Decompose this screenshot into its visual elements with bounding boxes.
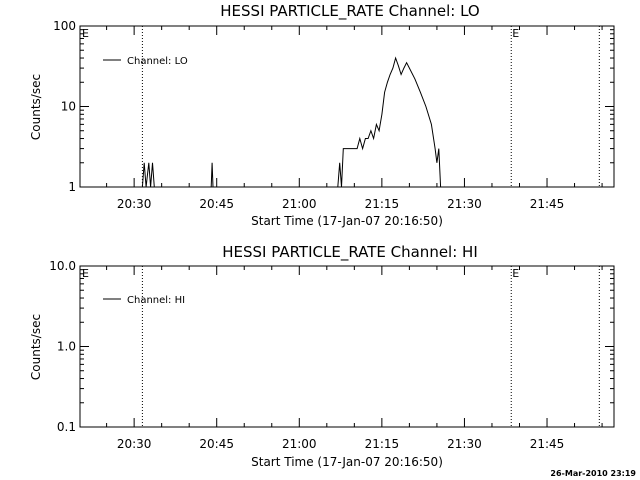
panel-hi-title: HESSI PARTICLE_RATE Channel: HI	[222, 243, 478, 262]
panel-lo-plot-frame	[79, 25, 615, 188]
panel-hi-x-axis-label: Start Time (17-Jan-07 20:16:50)	[251, 455, 443, 469]
panel-hi-y-ticks: 0.1 1.0 10.0	[49, 259, 614, 434]
panel-lo-series	[80, 56, 614, 188]
x-tick-label: 21:45	[530, 197, 565, 211]
x-tick-label: 21:15	[365, 437, 400, 451]
x-tick-label: 20:30	[117, 197, 152, 211]
panel-lo-x-ticks: 20:30 20:45 21:00 21:15 21:30 21:45	[106, 26, 603, 211]
panel-lo-x-axis-label: Start Time (17-Jan-07 20:16:50)	[251, 214, 443, 228]
x-tick-label: 20:45	[199, 437, 234, 451]
panel-hi-legend-label: Channel: HI	[127, 295, 185, 306]
y-tick-label: 0.1	[57, 420, 76, 434]
y-tick-label: 1	[68, 180, 76, 194]
x-tick-label: 21:00	[282, 197, 317, 211]
y-tick-label: 1.0	[57, 340, 76, 354]
x-tick-label: 21:00	[282, 437, 317, 451]
y-tick-label: 100	[53, 19, 76, 33]
x-tick-label: 20:30	[117, 437, 152, 451]
panel-lo-event-markers: E	[141, 26, 600, 187]
x-tick-label: 21:45	[530, 437, 565, 451]
panel-hi-event-markers: E	[141, 266, 600, 427]
panel-lo-title: HESSI PARTICLE_RATE Channel: LO	[220, 2, 479, 21]
generation-timestamp: 26-Mar-2010 23:19	[550, 469, 636, 478]
panel-lo: HESSI PARTICLE_RATE Channel: LO E Counts…	[29, 2, 615, 228]
x-tick-label: 21:30	[447, 437, 482, 451]
panel-hi-x-ticks: 20:30 20:45 21:00 21:15 21:30 21:45	[106, 266, 603, 451]
panel-hi: HESSI PARTICLE_RATE Channel: HI E Counts…	[29, 243, 615, 469]
event-marker-label: E	[512, 267, 519, 280]
y-tick-label: 10	[61, 100, 76, 114]
event-marker-label: E	[512, 27, 519, 40]
panel-hi-plot-frame	[79, 265, 615, 428]
panel-lo-y-axis-label: Counts/sec	[29, 74, 43, 140]
panel-lo-y-ticks: 1 10 100	[53, 19, 614, 194]
panel-hi-corner-label: E	[82, 267, 89, 280]
x-tick-label: 21:30	[447, 197, 482, 211]
panel-lo-corner-label: E	[82, 27, 89, 40]
y-tick-label: 10.0	[49, 259, 76, 273]
series-line-lo	[80, 56, 614, 188]
x-tick-label: 20:45	[199, 197, 234, 211]
panel-lo-legend-label: Channel: LO	[127, 56, 188, 67]
x-tick-label: 21:15	[365, 197, 400, 211]
panel-hi-y-axis-label: Counts/sec	[29, 314, 43, 380]
